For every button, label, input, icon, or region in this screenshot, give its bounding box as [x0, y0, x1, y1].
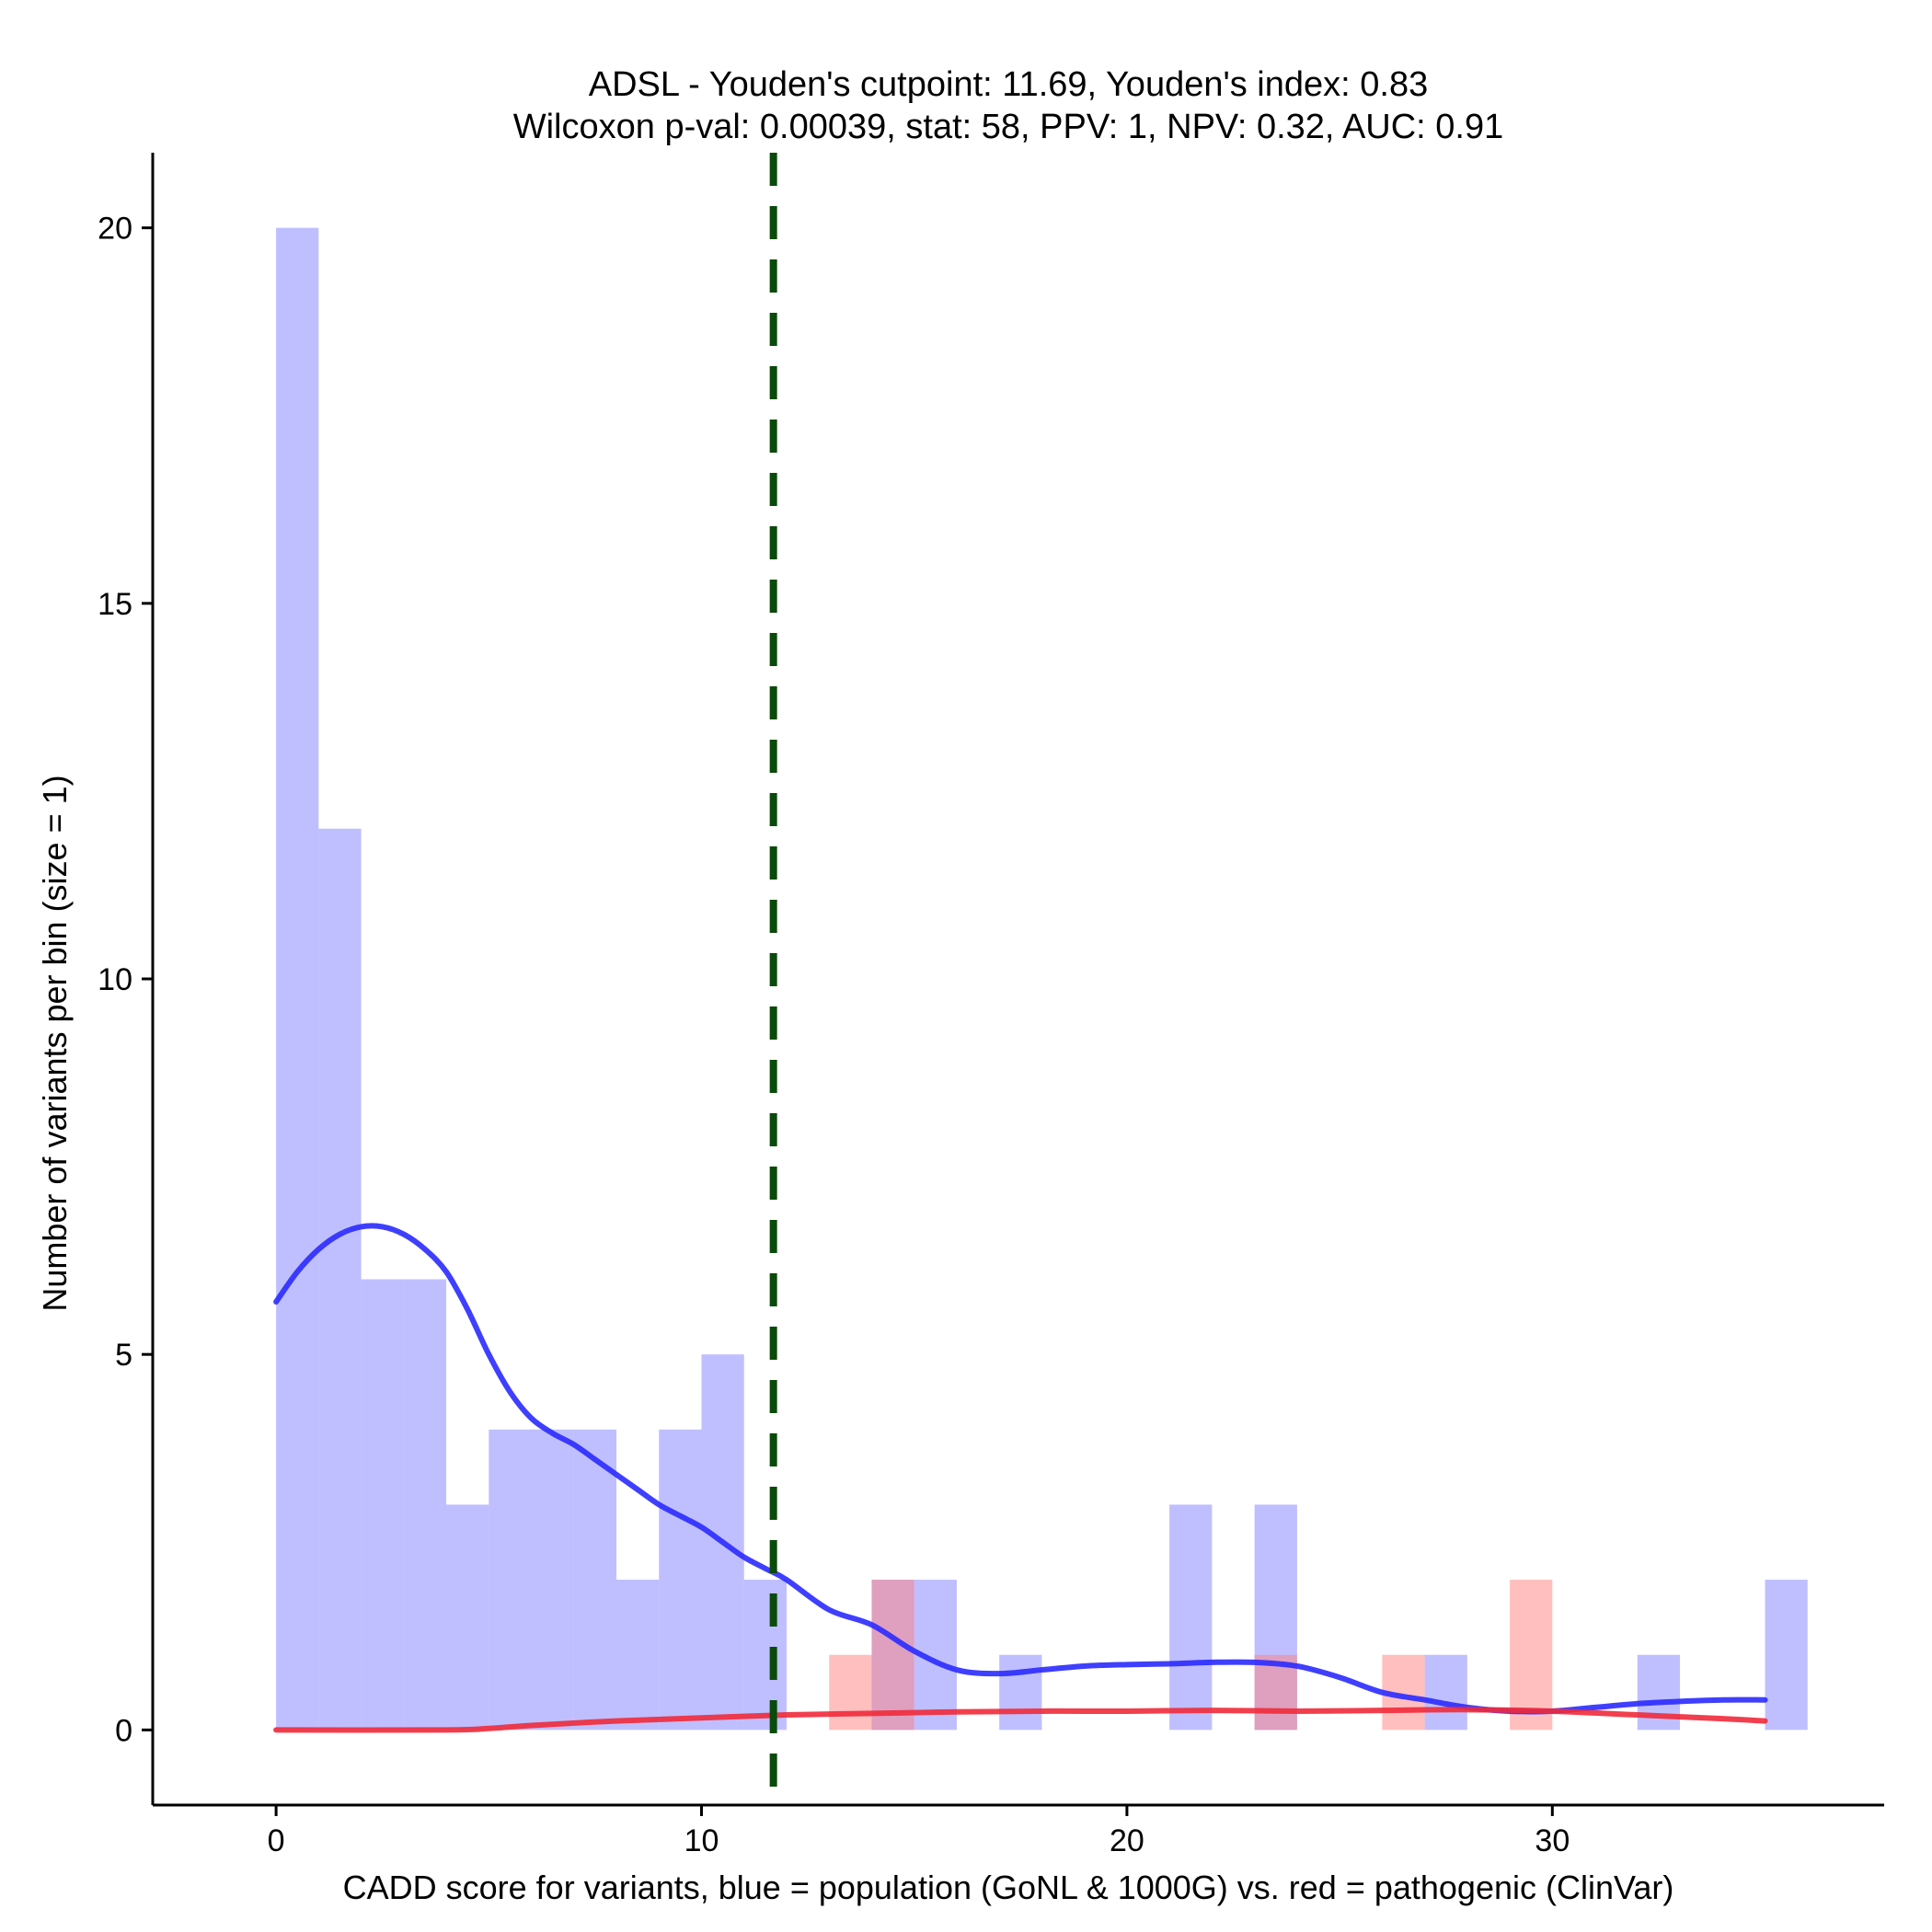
y-tick-label-0: 0	[115, 1713, 132, 1748]
x-tick-label-10: 10	[684, 1823, 719, 1858]
pathogenic-bar-29	[1510, 1580, 1553, 1731]
population-bars	[276, 227, 1808, 1731]
population-bar-6	[531, 1429, 574, 1731]
population-bar-11	[743, 1580, 787, 1731]
population-bar-35	[1765, 1580, 1808, 1731]
x-tick-label-20: 20	[1110, 1823, 1144, 1858]
y-axis-ticks: 0 5 10 15 20	[98, 212, 153, 1748]
chart-title-line2: Wilcoxon p-val: 0.00039, stat: 58, PPV: …	[513, 108, 1504, 146]
chart-title-line1: ADSL - Youden's cutpoint: 11.69, Youden'…	[589, 65, 1428, 104]
y-tick-label-5: 5	[115, 1338, 132, 1373]
population-bar-7	[573, 1429, 617, 1731]
y-axis-label: Number of variants per bin (size = 1)	[36, 775, 74, 1311]
population-bar-1	[318, 828, 362, 1731]
population-bar-27	[1424, 1654, 1467, 1731]
y-tick-label-20: 20	[98, 212, 132, 247]
x-axis-ticks: 0 10 20 30	[268, 1805, 1570, 1858]
y-tick-label-10: 10	[98, 962, 132, 997]
population-bar-21	[1169, 1504, 1213, 1731]
y-tick-label-15: 15	[98, 587, 132, 622]
population-bar-5	[489, 1429, 532, 1731]
pathogenic-bar-13	[829, 1654, 872, 1731]
population-bar-17	[999, 1654, 1042, 1731]
x-tick-label-0: 0	[268, 1823, 285, 1858]
population-bar-2	[361, 1279, 404, 1731]
pathogenic-density-line	[273, 1707, 1768, 1733]
x-axis-label: CADD score for variants, blue = populati…	[343, 1869, 1674, 1906]
population-bar-4	[446, 1504, 489, 1731]
population-bar-9	[659, 1429, 702, 1731]
population-bar-3	[403, 1279, 447, 1731]
x-tick-label-30: 30	[1535, 1823, 1570, 1858]
pathogenic-bar-14	[871, 1580, 914, 1731]
population-bar-8	[616, 1580, 660, 1731]
population-bar-0	[276, 227, 319, 1731]
